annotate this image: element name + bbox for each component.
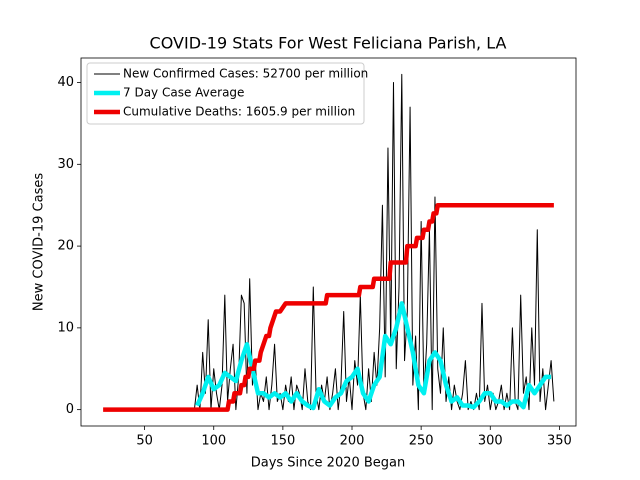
y-tick-label: 20 xyxy=(57,239,74,254)
y-tick-label: 40 xyxy=(57,75,74,90)
y-axis-label: New COVID-19 Cases xyxy=(32,173,47,311)
legend-box xyxy=(86,62,365,125)
y-tick-label: 10 xyxy=(57,320,74,335)
y-tick-label: 0 xyxy=(66,402,74,417)
x-tick-label: 50 xyxy=(136,434,153,449)
x-tick-label: 250 xyxy=(409,434,434,449)
plot-area xyxy=(103,73,555,412)
x-tick-label: 350 xyxy=(547,434,572,449)
x-tick-label: 150 xyxy=(270,434,295,449)
axes-frame xyxy=(80,57,577,427)
data-line xyxy=(195,301,552,411)
x-tick-label: 300 xyxy=(478,434,503,449)
legend-label: 7 Day Case Average xyxy=(123,86,244,100)
data-line xyxy=(103,202,554,412)
x-tick-label: 100 xyxy=(201,434,226,449)
y-tick-label: 30 xyxy=(57,157,74,172)
chart-title: COVID-19 Stats For West Feliciana Parish… xyxy=(150,34,507,53)
x-axis-label: Days Since 2020 Began xyxy=(251,456,406,471)
legend-label: New Confirmed Cases: 52700 per million xyxy=(123,67,368,81)
legend-label: Cumulative Deaths: 1605.9 per million xyxy=(123,105,355,119)
x-tick-label: 200 xyxy=(340,434,365,449)
